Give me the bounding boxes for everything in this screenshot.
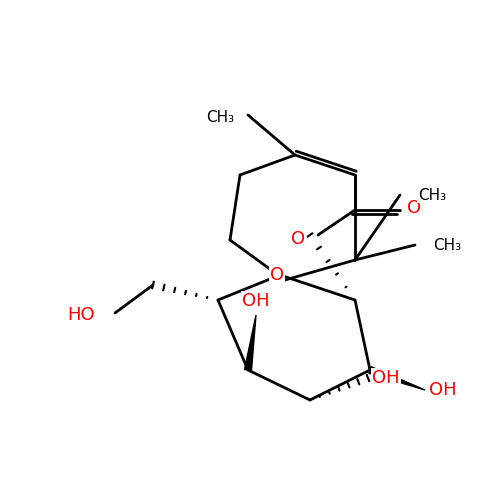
Text: CH₃: CH₃ <box>206 110 234 124</box>
Polygon shape <box>244 315 256 370</box>
Text: OH: OH <box>242 292 270 310</box>
Text: O: O <box>291 230 305 248</box>
Text: OH: OH <box>429 381 457 399</box>
Text: O: O <box>407 199 421 217</box>
Text: OH: OH <box>372 369 400 387</box>
Text: CH₃: CH₃ <box>433 238 461 252</box>
Text: O: O <box>270 266 284 284</box>
Text: CH₃: CH₃ <box>418 188 446 202</box>
Polygon shape <box>369 366 425 390</box>
Text: HO: HO <box>68 306 95 324</box>
